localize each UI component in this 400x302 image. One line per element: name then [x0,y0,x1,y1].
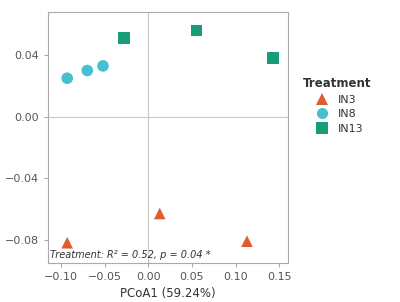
IN13 [270,56,276,61]
IN8 [100,63,106,68]
X-axis label: PCoA1 (59.24%): PCoA1 (59.24%) [120,287,216,300]
IN8 [84,68,90,73]
Legend: IN3, IN8, IN13: IN3, IN8, IN13 [298,73,376,138]
IN8 [64,76,70,81]
Text: Treatment: R² = 0.52, p = 0.04 *: Treatment: R² = 0.52, p = 0.04 * [50,250,210,260]
IN13 [193,28,200,33]
IN3 [156,211,163,216]
IN3 [64,240,70,245]
IN13 [121,36,127,41]
IN3 [244,239,250,244]
